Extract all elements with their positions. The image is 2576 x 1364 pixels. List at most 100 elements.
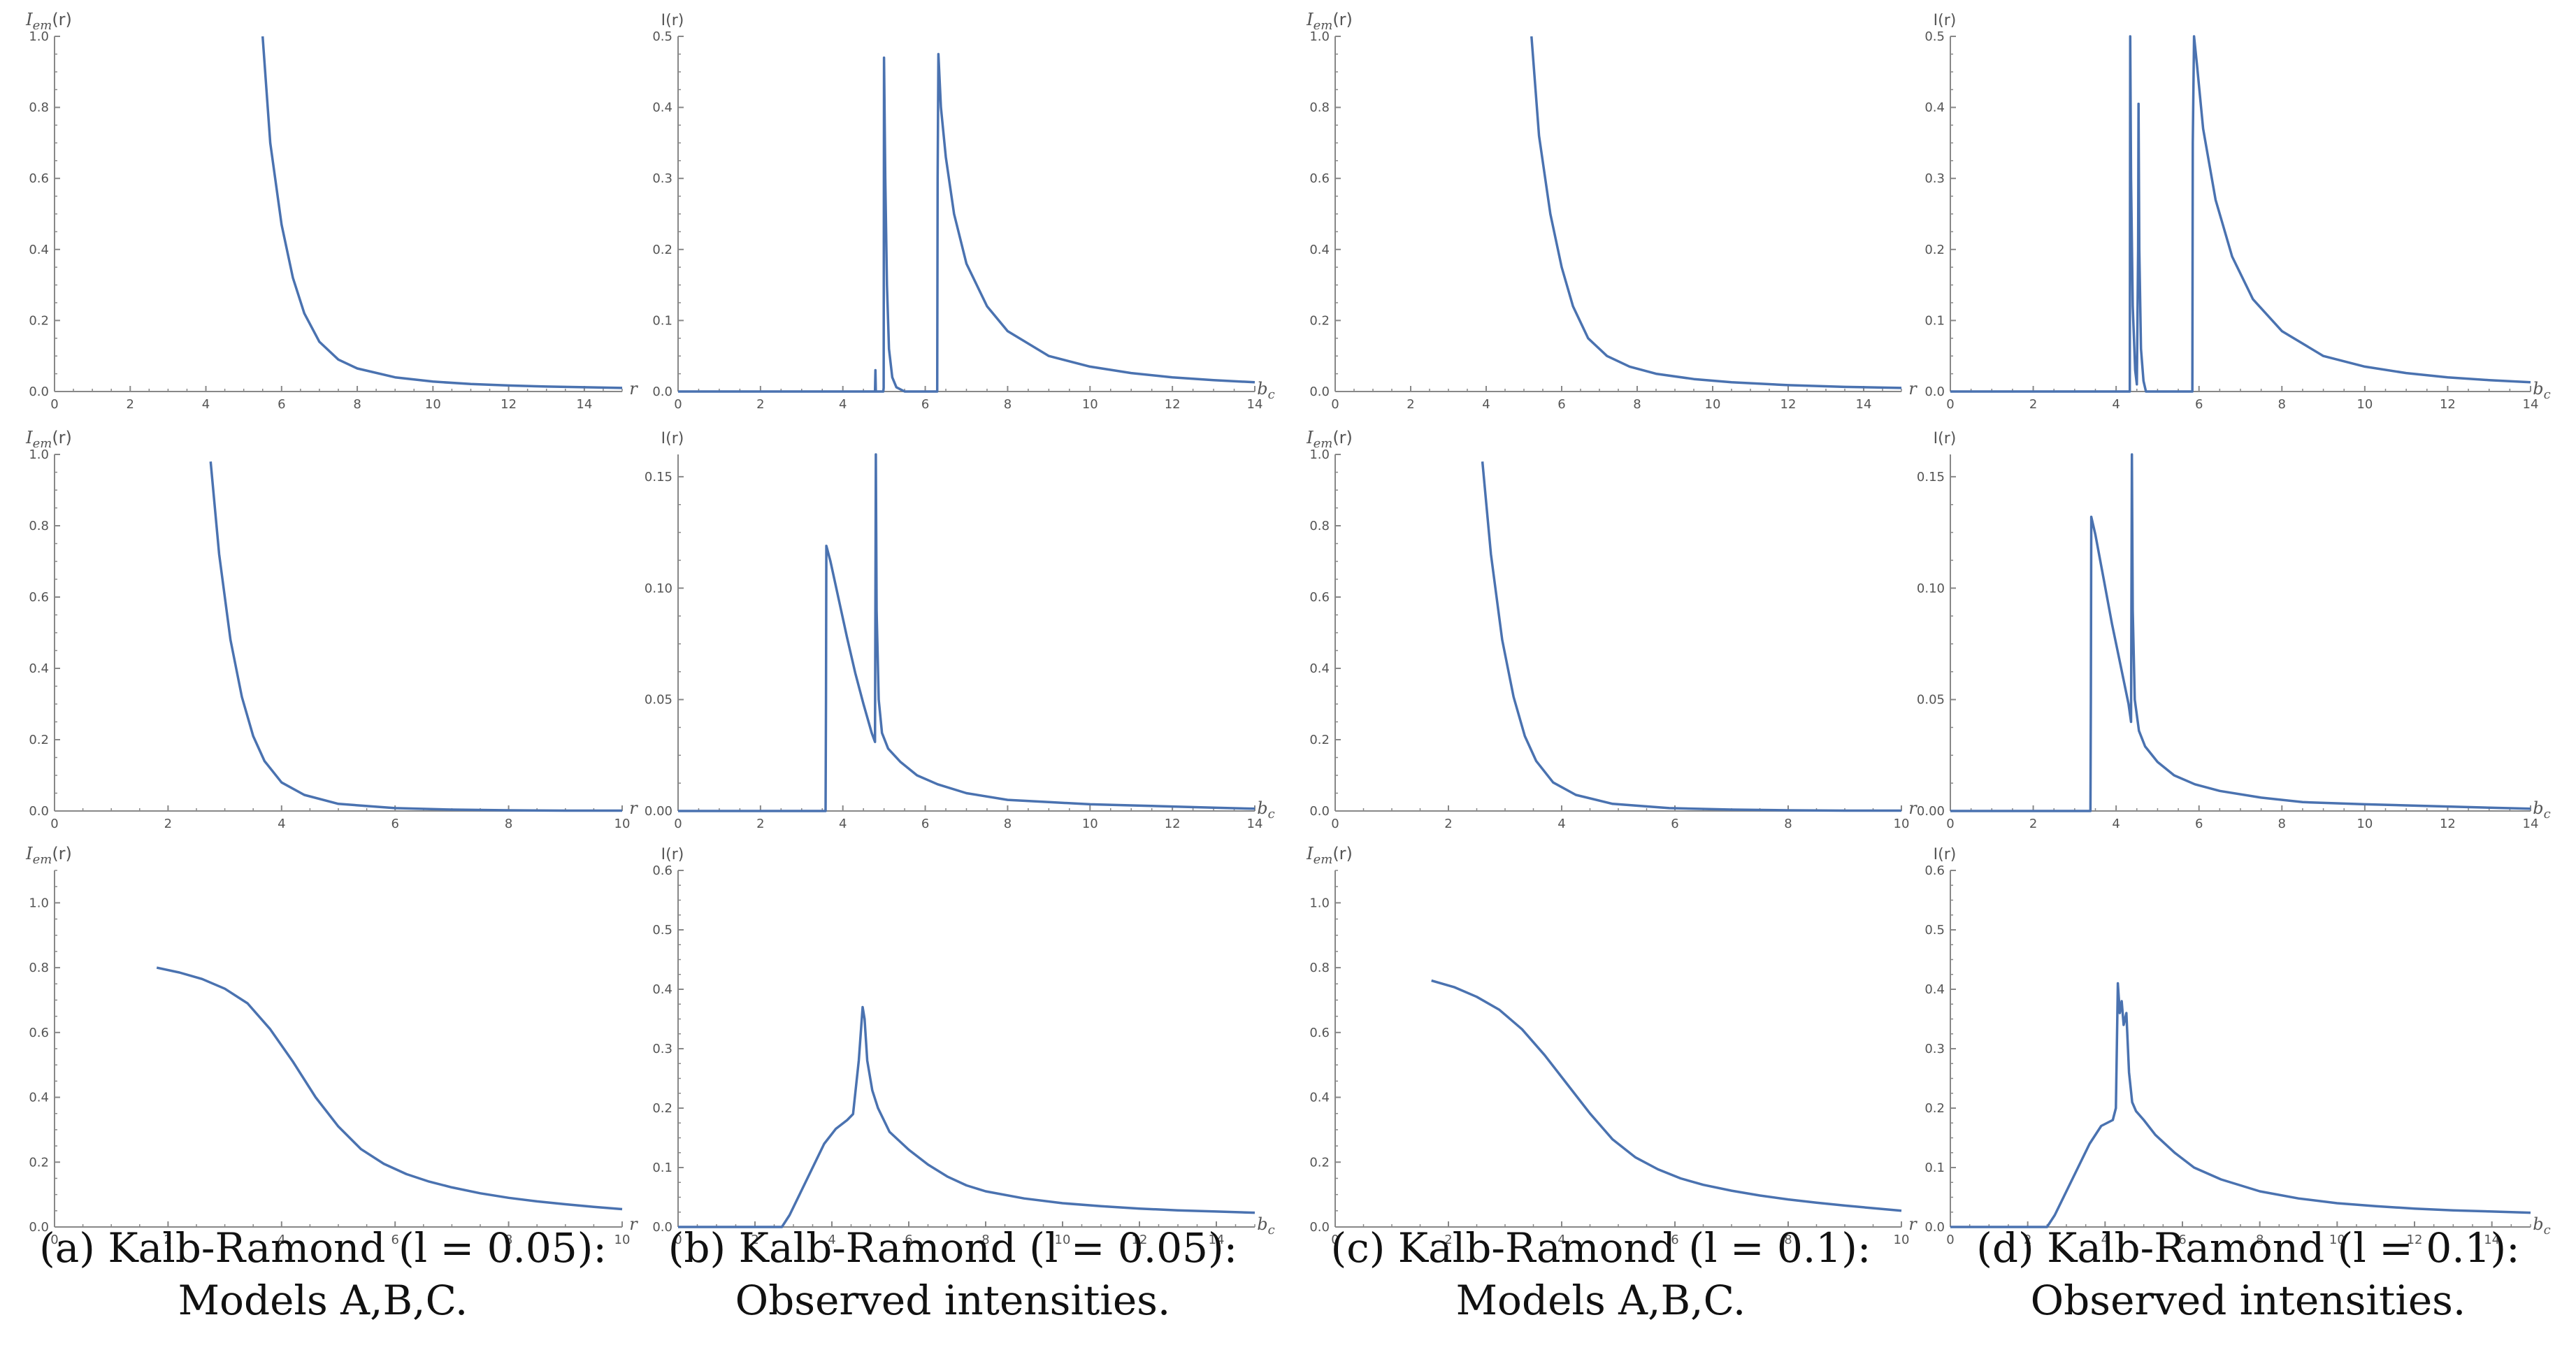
- x-tick-label: 8: [2278, 397, 2286, 412]
- x-axis-label: r: [1908, 379, 1917, 399]
- y-tick-label: 0.4: [29, 661, 49, 676]
- y-tick-label: 0.2: [29, 733, 49, 747]
- x-tick-label: 6: [1557, 397, 1565, 412]
- y-tick-label: 0.5: [652, 923, 672, 938]
- x-tick-label: 8: [1004, 397, 1012, 412]
- captions: (a) Kalb-Ramond (l = 0.05): Models A,B,C…: [39, 1224, 2520, 1324]
- y-axis-label: Iem(r): [1306, 10, 1353, 33]
- x-tick-label: 8: [981, 1233, 989, 1247]
- x-tick-label: 0: [674, 397, 682, 412]
- x-tick-label: 0: [1946, 817, 1954, 831]
- caption-a-line2: Models A,B,C.: [178, 1277, 468, 1324]
- y-tick-label: 0.2: [1924, 243, 1945, 257]
- y-tick-label: 0.5: [1924, 923, 1945, 938]
- y-tick-label: 0.0: [29, 804, 49, 819]
- x-tick-label: 6: [921, 817, 929, 831]
- x-tick-label: 10: [425, 397, 441, 412]
- x-axis-label: r: [629, 379, 638, 399]
- x-tick-label: 0: [50, 817, 58, 831]
- y-axis-label: Iem(r): [1306, 428, 1353, 451]
- y-tick-label: 0.2: [1309, 313, 1330, 328]
- y-tick-label: 1.0: [1309, 447, 1330, 462]
- y-tick-label: 0.6: [652, 863, 672, 878]
- series-line: [1431, 979, 1902, 1212]
- x-tick-label: 10: [1082, 397, 1098, 412]
- series-line: [1950, 982, 2531, 1228]
- x-tick-label: 14: [2484, 1233, 2500, 1247]
- y-tick-label: 0.0: [1924, 1220, 1945, 1235]
- panel-d3: 0 2 4 6 8 10 12 14 0.0 0.1 0.2 0.3 0.4 0.5 0.6I(r) bc: [1924, 846, 2550, 1247]
- panel-b3: 0 2 4 6 8 10 12 14 0.0 0.1 0.2 0.3 0.4 0.5 0.6I(r) bc: [652, 846, 1274, 1247]
- x-tick-label: 10: [2356, 397, 2373, 412]
- y-tick-label: 0.4: [1924, 101, 1945, 115]
- x-tick-label: 0: [1331, 817, 1339, 831]
- x-tick-label: 10: [2356, 817, 2373, 831]
- x-axis-label: bc: [1257, 798, 1274, 821]
- x-tick-label: 2: [756, 397, 764, 412]
- series-line: [1530, 36, 1902, 389]
- x-tick-label: 10: [2329, 1233, 2345, 1247]
- x-tick-label: 12: [2440, 397, 2456, 412]
- y-tick-label: 1.0: [1309, 29, 1330, 44]
- x-tick-label: 6: [1671, 817, 1678, 831]
- x-tick-label: 4: [828, 1233, 835, 1247]
- x-tick-label: 4: [278, 817, 285, 831]
- x-tick-label: 8: [353, 397, 361, 412]
- x-axis-label: r: [1908, 798, 1917, 818]
- x-tick-label: 10: [1894, 817, 1910, 831]
- y-tick-label: 0.4: [652, 101, 672, 115]
- y-axis-label: I(r): [1934, 430, 1957, 447]
- x-tick-label: 6: [278, 397, 285, 412]
- x-tick-label: 10: [614, 1233, 631, 1247]
- y-tick-label: 0.8: [1309, 101, 1330, 115]
- x-tick-label: 4: [1557, 817, 1565, 831]
- y-tick-label: 0.4: [652, 982, 672, 997]
- y-tick-label: 0.00: [645, 804, 672, 819]
- y-tick-label: 0.15: [1917, 470, 1945, 484]
- y-tick-label: 0.6: [29, 1026, 49, 1040]
- y-tick-label: 0.0: [29, 385, 49, 399]
- x-tick-label: 4: [278, 1233, 285, 1247]
- y-axis-label: Iem(r): [25, 844, 72, 867]
- y-tick-label: 0.2: [29, 1155, 49, 1170]
- y-tick-label: 0.1: [652, 1161, 672, 1175]
- y-tick-label: 1.0: [29, 896, 49, 910]
- series-line: [1950, 453, 2531, 812]
- series-line: [156, 966, 623, 1211]
- x-tick-label: 10: [1055, 1233, 1071, 1247]
- y-tick-label: 0.5: [652, 29, 672, 44]
- series-line: [678, 1005, 1255, 1228]
- x-tick-label: 2: [2029, 397, 2037, 412]
- y-tick-label: 0.2: [1309, 1155, 1330, 1170]
- y-tick-label: 0.5: [1924, 29, 1945, 44]
- series-line: [261, 36, 623, 389]
- y-tick-label: 0.05: [1917, 693, 1945, 708]
- y-tick-label: 0.1: [1924, 313, 1945, 328]
- x-tick-label: 2: [751, 1233, 758, 1247]
- x-tick-label: 8: [2278, 817, 2286, 831]
- x-tick-label: 0: [1331, 397, 1339, 412]
- x-tick-label: 10: [614, 817, 631, 831]
- x-tick-label: 2: [127, 397, 134, 412]
- x-tick-label: 6: [391, 817, 398, 831]
- y-tick-label: 0.6: [1924, 863, 1945, 878]
- x-tick-label: 0: [1331, 1233, 1339, 1247]
- x-tick-label: 0: [1946, 397, 1954, 412]
- x-axis-label: bc: [2533, 379, 2550, 402]
- x-axis-label: bc: [1257, 1214, 1274, 1237]
- y-tick-label: 0.3: [1924, 1042, 1945, 1056]
- x-tick-label: 12: [1132, 1233, 1148, 1247]
- panel-d1: 0 2 4 6 8 10 12 14 0.0 0.1 0.2 0.3 0.4 0.5I(r) bc: [1924, 12, 2550, 412]
- x-tick-label: 0: [50, 1233, 58, 1247]
- x-tick-label: 8: [1004, 817, 1012, 831]
- y-tick-label: 0.2: [1924, 1101, 1945, 1116]
- y-tick-label: 0.8: [29, 519, 49, 533]
- x-tick-label: 2: [1406, 397, 1414, 412]
- x-tick-label: 14: [1247, 397, 1263, 412]
- x-tick-label: 6: [2195, 397, 2203, 412]
- y-tick-label: 1.0: [1309, 896, 1330, 910]
- y-tick-label: 0.4: [29, 243, 49, 257]
